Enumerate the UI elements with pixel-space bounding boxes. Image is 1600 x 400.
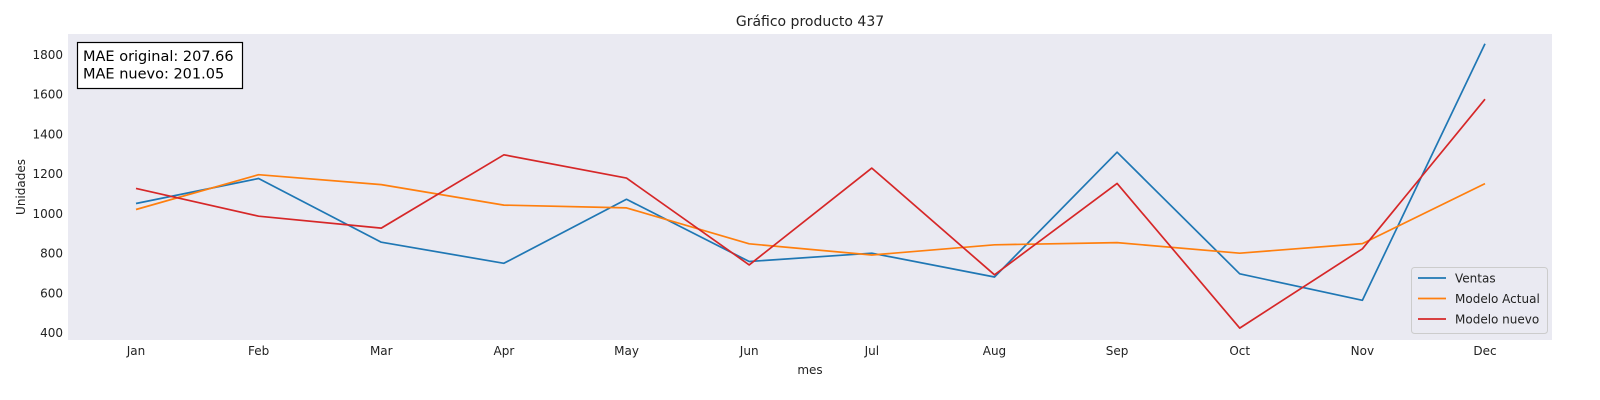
y-tick-label: 400 [40,326,63,340]
x-tick-label: May [614,344,639,358]
mae-annotation-box: MAE original: 207.66 MAE nuevo: 201.05 [76,41,244,90]
series-line-modelo-nuevo [135,98,1486,329]
x-tick-label: Aug [983,344,1006,358]
x-tick-label: Apr [494,344,515,358]
chart-title: Gráfico producto 437 [736,14,884,30]
x-tick-label: Dec [1473,344,1496,358]
mae-nuevo-label: MAE nuevo: 201.05 [83,67,224,83]
legend: Ventas Modelo Actual Modelo nuevo [1411,267,1548,334]
x-tick-label: Oct [1229,344,1250,358]
y-tick-label: 600 [40,286,63,300]
x-tick-label: Feb [248,344,269,358]
series-line-modelo-actual [135,173,1486,256]
y-tick-label: 1200 [32,167,63,181]
x-tick-label: Sep [1106,344,1129,358]
x-axis-ticks: Jan Feb Mar Apr May Jun Jul Aug Sep Oct Nov Dec [126,344,1497,358]
plot-area [68,34,1552,340]
x-tick-label: Jun [739,344,759,358]
x-tick-label: Jan [126,344,146,358]
series-lines [135,43,1486,329]
y-tick-label: 1400 [32,127,63,141]
y-tick-label: 800 [40,247,63,261]
y-tick-label: 1000 [32,207,63,221]
legend-label: Modelo nuevo [1455,313,1539,327]
legend-label: Ventas [1455,272,1496,286]
mae-original-label: MAE original: 207.66 [83,49,234,65]
x-tick-label: Jul [864,344,879,358]
x-tick-label: Nov [1351,344,1374,358]
x-tick-label: Mar [370,344,393,358]
y-axis-ticks: 400 600 800 1000 1200 1400 1600 1800 [32,48,63,340]
legend-frame [1411,267,1548,334]
series-line-ventas [135,43,1486,302]
x-axis-title: mes [797,363,822,377]
y-axis-title: Unidades [14,159,28,215]
legend-label: Modelo Actual [1455,292,1540,306]
annotation-border [76,41,244,90]
y-tick-label: 1600 [32,88,63,102]
y-tick-label: 1800 [32,48,63,62]
